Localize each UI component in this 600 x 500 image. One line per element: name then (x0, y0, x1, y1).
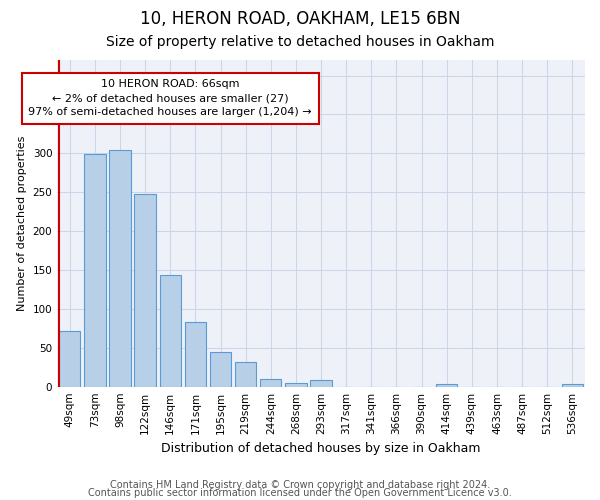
Text: 10 HERON ROAD: 66sqm
← 2% of detached houses are smaller (27)
97% of semi-detach: 10 HERON ROAD: 66sqm ← 2% of detached ho… (28, 80, 312, 118)
Text: Size of property relative to detached houses in Oakham: Size of property relative to detached ho… (106, 35, 494, 49)
Text: 10, HERON ROAD, OAKHAM, LE15 6BN: 10, HERON ROAD, OAKHAM, LE15 6BN (140, 10, 460, 28)
Bar (436, 384, 457, 386)
Text: Contains public sector information licensed under the Open Government Licence v3: Contains public sector information licen… (88, 488, 512, 498)
Bar (185, 322, 206, 386)
Bar (84, 154, 106, 386)
Bar (59, 330, 80, 386)
Bar (235, 362, 256, 386)
Bar (160, 276, 181, 386)
Bar (310, 380, 332, 386)
Bar (109, 150, 131, 386)
X-axis label: Distribution of detached houses by size in Oakham: Distribution of detached houses by size … (161, 442, 481, 455)
Bar (285, 383, 307, 386)
Bar (562, 384, 583, 386)
Bar (260, 379, 281, 386)
Text: Contains HM Land Registry data © Crown copyright and database right 2024.: Contains HM Land Registry data © Crown c… (110, 480, 490, 490)
Y-axis label: Number of detached properties: Number of detached properties (17, 136, 27, 311)
Bar (134, 194, 156, 386)
Bar (210, 352, 231, 386)
